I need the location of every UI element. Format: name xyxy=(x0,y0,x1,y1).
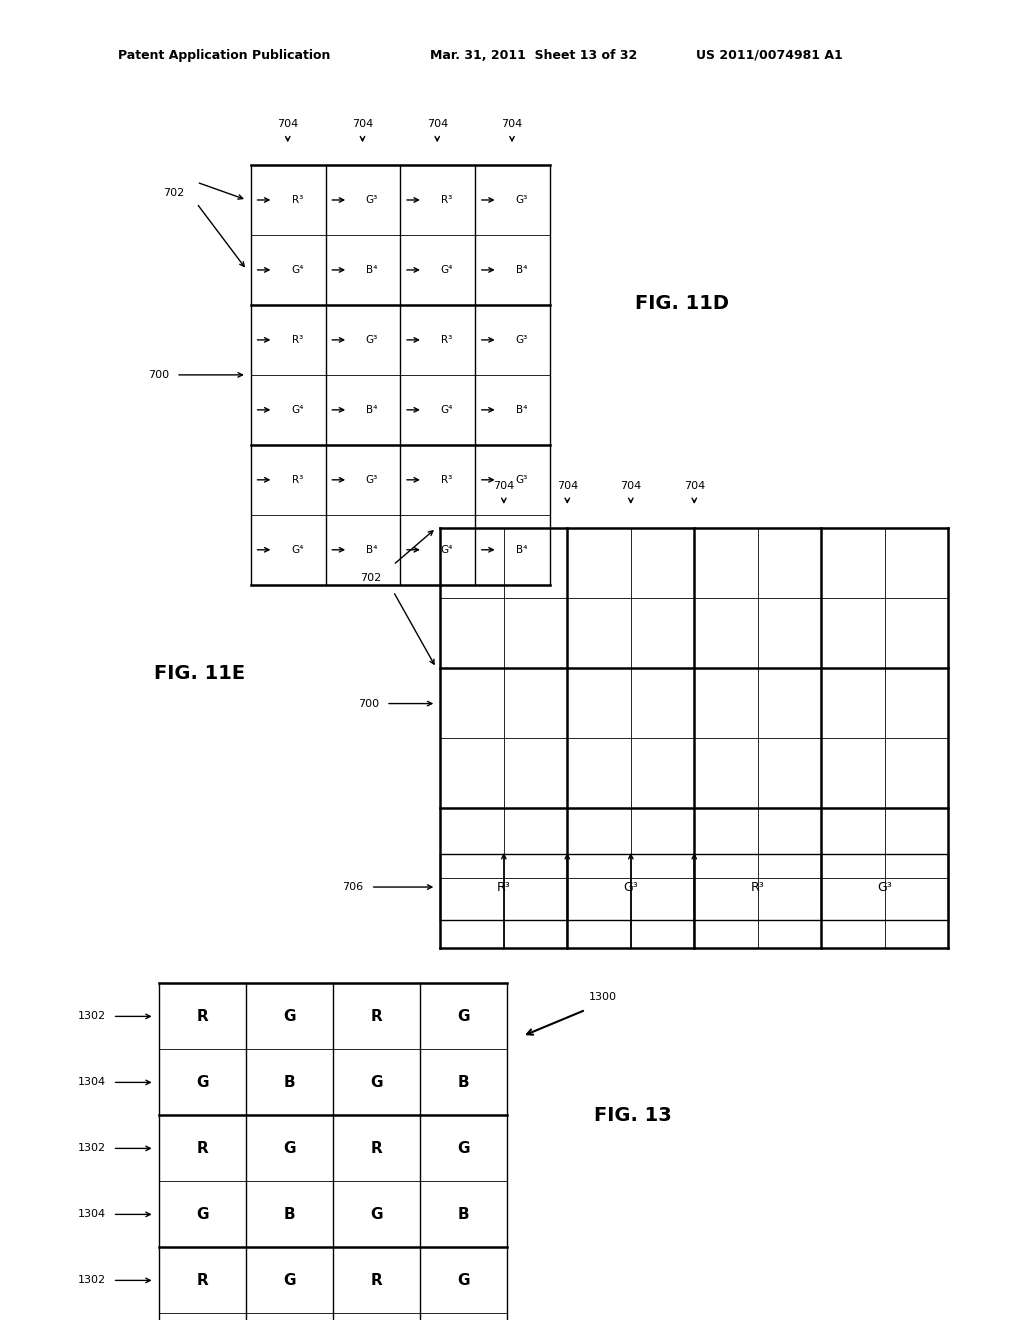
Text: G⁴: G⁴ xyxy=(440,405,453,414)
Text: 1302: 1302 xyxy=(78,1011,105,1022)
Text: US 2011/0074981 A1: US 2011/0074981 A1 xyxy=(696,49,843,62)
Text: 704: 704 xyxy=(352,119,373,129)
Text: B⁴: B⁴ xyxy=(367,265,378,275)
Text: G³: G³ xyxy=(515,335,527,345)
Text: 700: 700 xyxy=(147,370,169,380)
Text: B⁴: B⁴ xyxy=(516,405,527,414)
Text: 1304: 1304 xyxy=(78,1077,105,1088)
Text: G: G xyxy=(370,1206,383,1222)
Text: G: G xyxy=(283,1008,296,1024)
Text: B⁴: B⁴ xyxy=(516,545,527,554)
Text: G⁴: G⁴ xyxy=(440,545,453,554)
Text: G³: G³ xyxy=(515,195,527,205)
Text: 704: 704 xyxy=(427,119,447,129)
Text: G³: G³ xyxy=(366,335,378,345)
Text: B: B xyxy=(458,1206,469,1222)
Text: R³: R³ xyxy=(292,475,303,484)
Text: G: G xyxy=(457,1272,470,1288)
Text: R: R xyxy=(371,1008,382,1024)
Text: B⁴: B⁴ xyxy=(367,405,378,414)
Text: 704: 704 xyxy=(621,480,641,491)
Text: FIG. 11E: FIG. 11E xyxy=(154,664,245,682)
Text: G³: G³ xyxy=(878,880,892,894)
Text: 704: 704 xyxy=(502,119,522,129)
Text: 704: 704 xyxy=(494,480,514,491)
Text: B: B xyxy=(458,1074,469,1090)
Text: G⁴: G⁴ xyxy=(291,265,303,275)
Text: FIG. 11D: FIG. 11D xyxy=(635,294,729,313)
Text: 704: 704 xyxy=(684,480,705,491)
Text: R³: R³ xyxy=(441,335,453,345)
Text: G: G xyxy=(283,1140,296,1156)
Text: FIG. 13: FIG. 13 xyxy=(594,1106,672,1125)
Text: 704: 704 xyxy=(278,119,298,129)
Text: R³: R³ xyxy=(751,880,765,894)
Text: R³: R³ xyxy=(292,335,303,345)
Text: 704: 704 xyxy=(557,480,578,491)
Text: R³: R³ xyxy=(441,475,453,484)
Text: 1300: 1300 xyxy=(589,991,616,1002)
Text: G: G xyxy=(457,1008,470,1024)
Text: G⁴: G⁴ xyxy=(291,545,303,554)
Text: R: R xyxy=(371,1272,382,1288)
Text: 702: 702 xyxy=(163,187,184,198)
Text: G: G xyxy=(370,1074,383,1090)
Text: G: G xyxy=(283,1272,296,1288)
Text: G³: G³ xyxy=(515,475,527,484)
Text: R³: R³ xyxy=(497,880,511,894)
Text: G: G xyxy=(196,1206,209,1222)
Text: G: G xyxy=(196,1074,209,1090)
Text: G: G xyxy=(457,1140,470,1156)
Text: Patent Application Publication: Patent Application Publication xyxy=(118,49,330,62)
Text: G³: G³ xyxy=(366,475,378,484)
Text: R: R xyxy=(197,1008,208,1024)
Text: B: B xyxy=(284,1206,295,1222)
Text: G³: G³ xyxy=(624,880,638,894)
Text: R: R xyxy=(197,1140,208,1156)
Text: G³: G³ xyxy=(366,195,378,205)
Text: 702: 702 xyxy=(359,573,381,583)
Text: B⁴: B⁴ xyxy=(367,545,378,554)
Text: R³: R³ xyxy=(292,195,303,205)
Text: B: B xyxy=(284,1074,295,1090)
Text: B⁴: B⁴ xyxy=(516,265,527,275)
Text: G⁴: G⁴ xyxy=(291,405,303,414)
Text: R: R xyxy=(197,1272,208,1288)
Text: G⁴: G⁴ xyxy=(440,265,453,275)
Text: 706: 706 xyxy=(342,882,364,892)
Text: 1302: 1302 xyxy=(78,1275,105,1286)
Text: R: R xyxy=(371,1140,382,1156)
Text: Mar. 31, 2011  Sheet 13 of 32: Mar. 31, 2011 Sheet 13 of 32 xyxy=(430,49,637,62)
Text: 1304: 1304 xyxy=(78,1209,105,1220)
Text: 700: 700 xyxy=(357,698,379,709)
Text: R³: R³ xyxy=(441,195,453,205)
Text: 1302: 1302 xyxy=(78,1143,105,1154)
